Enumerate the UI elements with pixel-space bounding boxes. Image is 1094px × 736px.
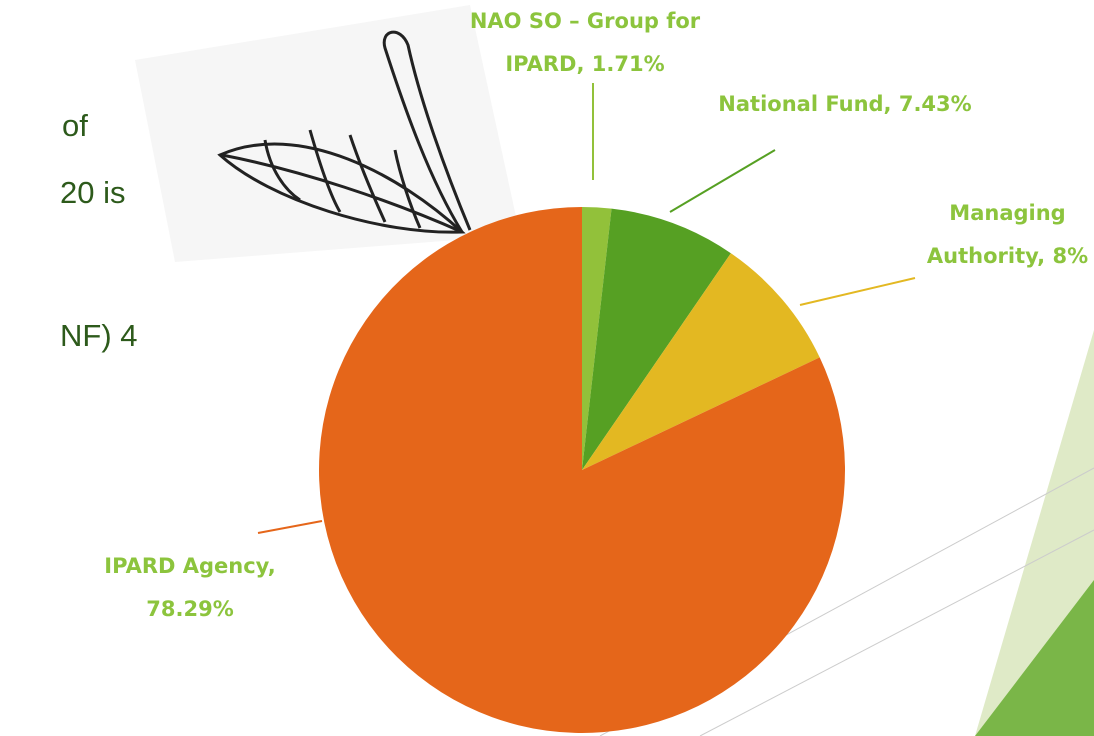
leader-line — [257, 520, 323, 534]
pie-slice — [319, 207, 845, 733]
pie-slice — [582, 208, 731, 470]
label-value: 78.29% — [146, 597, 234, 621]
label-category: IPARD Agency, — [104, 554, 276, 578]
label-value: 1.71% — [591, 52, 665, 76]
pie — [319, 207, 845, 733]
leader-line — [669, 149, 776, 213]
label-value: 8% — [1052, 244, 1089, 268]
label-category: NAO SO – Group for IPARD, — [469, 9, 701, 76]
leader-line — [799, 277, 916, 306]
data-label: National Fund, 7.43% — [715, 83, 975, 126]
data-label: IPARD Agency, 78.29% — [90, 545, 290, 631]
data-label: NAO SO – Group for IPARD, 1.71% — [440, 0, 730, 86]
slide-text: NF) 4 — [60, 318, 138, 353]
decor-triangle-dark — [975, 580, 1094, 736]
data-label: Managing Authority, 8% — [920, 192, 1094, 278]
pie-slice — [582, 253, 820, 470]
label-category: National Fund, — [718, 92, 892, 116]
pie-slice — [582, 207, 612, 470]
paper-background — [135, 5, 520, 262]
label-category: Managing Authority, — [926, 201, 1066, 268]
slide-text: of — [62, 108, 88, 143]
leaf-sketch — [217, 30, 472, 234]
slide-text: 20 is — [60, 175, 126, 210]
label-value: 7.43% — [898, 92, 972, 116]
decor-line — [699, 529, 1094, 736]
